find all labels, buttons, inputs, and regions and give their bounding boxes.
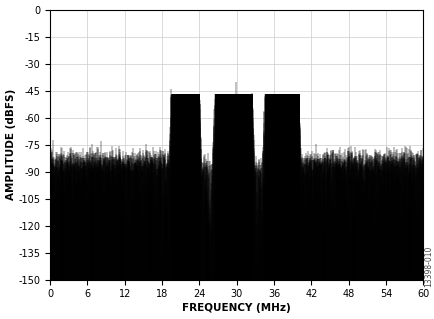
X-axis label: FREQUENCY (MHz): FREQUENCY (MHz) [182, 303, 290, 314]
Y-axis label: AMPLITUDE (dBFS): AMPLITUDE (dBFS) [6, 89, 16, 200]
Text: 13398-010: 13398-010 [423, 246, 432, 287]
